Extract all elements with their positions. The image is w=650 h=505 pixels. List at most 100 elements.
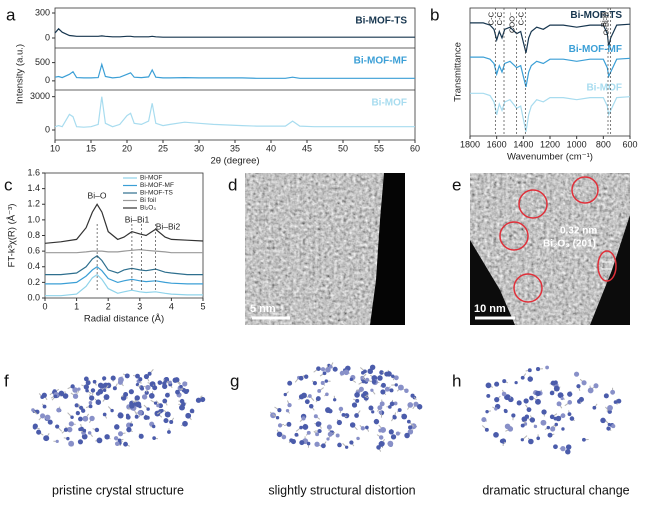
metal-node bbox=[520, 438, 524, 442]
metal-node bbox=[560, 413, 566, 419]
metal-node bbox=[393, 401, 398, 406]
image-shadow bbox=[470, 240, 515, 325]
metal-node bbox=[77, 439, 83, 445]
metal-node bbox=[380, 382, 386, 388]
metal-node bbox=[66, 426, 73, 433]
data-line bbox=[45, 266, 203, 285]
lattice-spacing: 0.32 nm bbox=[560, 226, 597, 237]
structure-caption: slightly structural distortion bbox=[268, 483, 415, 497]
metal-node bbox=[114, 441, 120, 447]
data-line bbox=[470, 56, 631, 88]
metal-node bbox=[195, 397, 202, 403]
metal-node bbox=[484, 427, 489, 432]
x-tick-label: 20 bbox=[122, 143, 132, 153]
metal-node bbox=[55, 439, 59, 443]
metal-node bbox=[408, 425, 413, 430]
metal-node bbox=[560, 445, 566, 452]
metal-node bbox=[144, 390, 149, 395]
metal-node bbox=[317, 389, 322, 393]
x-tick-label: 4 bbox=[169, 301, 174, 311]
metal-node bbox=[56, 407, 61, 413]
series-label: Bi-MOF-MF bbox=[569, 44, 622, 55]
y-axis-label: FT-k³χ(R) (Å⁻³) bbox=[7, 204, 18, 268]
metal-node bbox=[361, 379, 366, 384]
metal-node bbox=[555, 415, 562, 422]
metal-node bbox=[102, 412, 107, 417]
metal-node bbox=[62, 393, 69, 399]
metal-node bbox=[545, 365, 549, 370]
metal-node bbox=[378, 435, 384, 440]
metal-node bbox=[397, 384, 404, 391]
metal-node bbox=[361, 393, 365, 398]
metal-node bbox=[565, 444, 572, 450]
metal-node bbox=[113, 436, 119, 441]
x-tick-label: 1 bbox=[74, 301, 79, 311]
metal-node bbox=[317, 421, 322, 426]
panel-label: e bbox=[452, 175, 461, 194]
metal-node bbox=[189, 408, 195, 414]
metal-node bbox=[494, 407, 498, 411]
metal-node bbox=[299, 425, 303, 430]
chart: 10 15 20 25 30 35 40 45 50 55 60 2θ (degree) Intensi… bbox=[15, 7, 420, 166]
x-tick-label: 600 bbox=[622, 139, 637, 149]
metal-node bbox=[95, 391, 101, 396]
metal-node bbox=[83, 384, 90, 390]
metal-node bbox=[354, 413, 359, 418]
x-tick-label: 3 bbox=[137, 301, 142, 311]
metal-node bbox=[481, 417, 487, 423]
metal-node bbox=[307, 394, 312, 398]
metal-node bbox=[494, 381, 500, 387]
metal-node bbox=[160, 408, 164, 413]
metal-node bbox=[549, 414, 555, 420]
metal-node bbox=[533, 424, 538, 429]
y-axis-label: Transmittance bbox=[453, 42, 464, 102]
metal-node bbox=[126, 427, 132, 433]
y-tick-label: 0 bbox=[45, 75, 50, 85]
metal-node bbox=[74, 403, 79, 408]
metal-node bbox=[529, 417, 536, 423]
highlight-circle bbox=[513, 273, 543, 303]
metal-node bbox=[165, 392, 170, 398]
metal-node bbox=[163, 418, 169, 424]
metal-node bbox=[140, 386, 145, 391]
x-tick-label: 60 bbox=[410, 143, 420, 153]
metal-node bbox=[72, 393, 79, 399]
metal-node bbox=[377, 405, 383, 411]
data-line bbox=[54, 62, 415, 79]
metal-node bbox=[520, 375, 525, 380]
metal-node bbox=[356, 436, 360, 441]
y-tick-label: 0 bbox=[45, 124, 50, 134]
metal-node bbox=[123, 392, 129, 398]
metal-node bbox=[81, 408, 86, 413]
data-line bbox=[470, 92, 631, 132]
y-tick-label: 1.2 bbox=[27, 199, 40, 209]
y-tick-label: 500 bbox=[35, 57, 50, 67]
metal-node bbox=[164, 411, 171, 418]
metal-node bbox=[162, 381, 167, 386]
metal-node bbox=[354, 392, 360, 398]
metal-node bbox=[304, 374, 309, 379]
legend-label: Bi foil bbox=[140, 197, 156, 204]
x-tick-label: 40 bbox=[266, 143, 276, 153]
x-tick-label: 1000 bbox=[567, 139, 587, 149]
metal-node bbox=[384, 371, 390, 377]
metal-node bbox=[554, 422, 558, 427]
metal-node bbox=[72, 387, 78, 393]
metal-node bbox=[379, 401, 385, 407]
chart: 0 1 2 3 4 5 Radial distance (Å) FT-k³χ(R) (Å⁻³)… bbox=[7, 167, 206, 324]
metal-node bbox=[384, 386, 390, 392]
metal-node bbox=[103, 394, 110, 400]
metal-node bbox=[135, 373, 140, 379]
metal-node bbox=[404, 388, 409, 394]
series-label: Bi-MOF bbox=[586, 82, 622, 93]
x-tick-label: 55 bbox=[374, 143, 384, 153]
x-tick-label: 1400 bbox=[513, 139, 533, 149]
metal-node bbox=[145, 384, 151, 391]
metal-node bbox=[535, 398, 541, 405]
metal-node bbox=[553, 444, 558, 450]
data-line bbox=[470, 22, 631, 53]
metal-node bbox=[592, 405, 597, 410]
metal-node bbox=[355, 398, 360, 403]
data-line bbox=[45, 255, 203, 276]
metal-node bbox=[392, 415, 397, 420]
